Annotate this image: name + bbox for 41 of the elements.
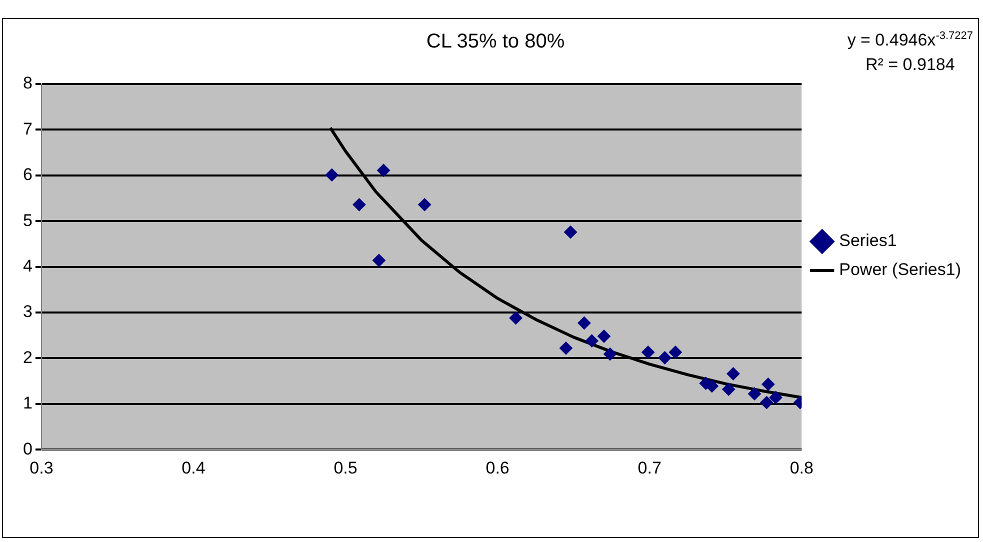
y-tick-label: 1: [22, 394, 32, 413]
y-tick-label: 7: [22, 119, 32, 138]
point: [762, 378, 775, 391]
legend-label: Power (Series1): [839, 260, 962, 280]
point: [578, 316, 591, 330]
y-tick-label: 5: [22, 210, 32, 230]
point: [668, 346, 682, 359]
x-tick-label: 0.6: [486, 458, 510, 478]
point: [325, 168, 338, 182]
point: [377, 164, 390, 177]
point: [722, 382, 736, 396]
point: [352, 198, 366, 212]
point: [585, 334, 598, 348]
point: [564, 226, 578, 239]
point: [559, 342, 572, 355]
y-tick-label: 0: [22, 439, 32, 458]
point: [597, 330, 610, 343]
y-tick-label: 8: [22, 74, 32, 93]
x-tick-label: 0.4: [182, 458, 206, 478]
y-tick-label: 2: [22, 348, 32, 367]
y-tick-label: 3: [22, 302, 32, 322]
point: [372, 254, 386, 267]
point: [604, 348, 617, 361]
y-tick-label: 6: [22, 165, 32, 184]
point: [726, 367, 740, 380]
chart-title: CL 35% to 80%: [426, 30, 565, 53]
x-tick-label: 0.8: [790, 458, 814, 478]
text: y = 0.4946x$^{-3.7227}$: [847, 29, 973, 52]
point: [658, 351, 672, 364]
y-tick-label: 4: [22, 256, 32, 276]
point: [748, 387, 761, 400]
point: [760, 396, 774, 410]
x-tick-label: 0.7: [638, 458, 662, 478]
x-tick-label: 0.5: [334, 458, 358, 478]
point: [769, 391, 782, 404]
point: [418, 198, 432, 212]
legend-label: Series1: [839, 231, 897, 250]
point: [509, 311, 522, 324]
point: [642, 346, 655, 359]
x-tick-label: 0.3: [30, 458, 54, 478]
text: R² = 0.9184: [864, 54, 956, 76]
